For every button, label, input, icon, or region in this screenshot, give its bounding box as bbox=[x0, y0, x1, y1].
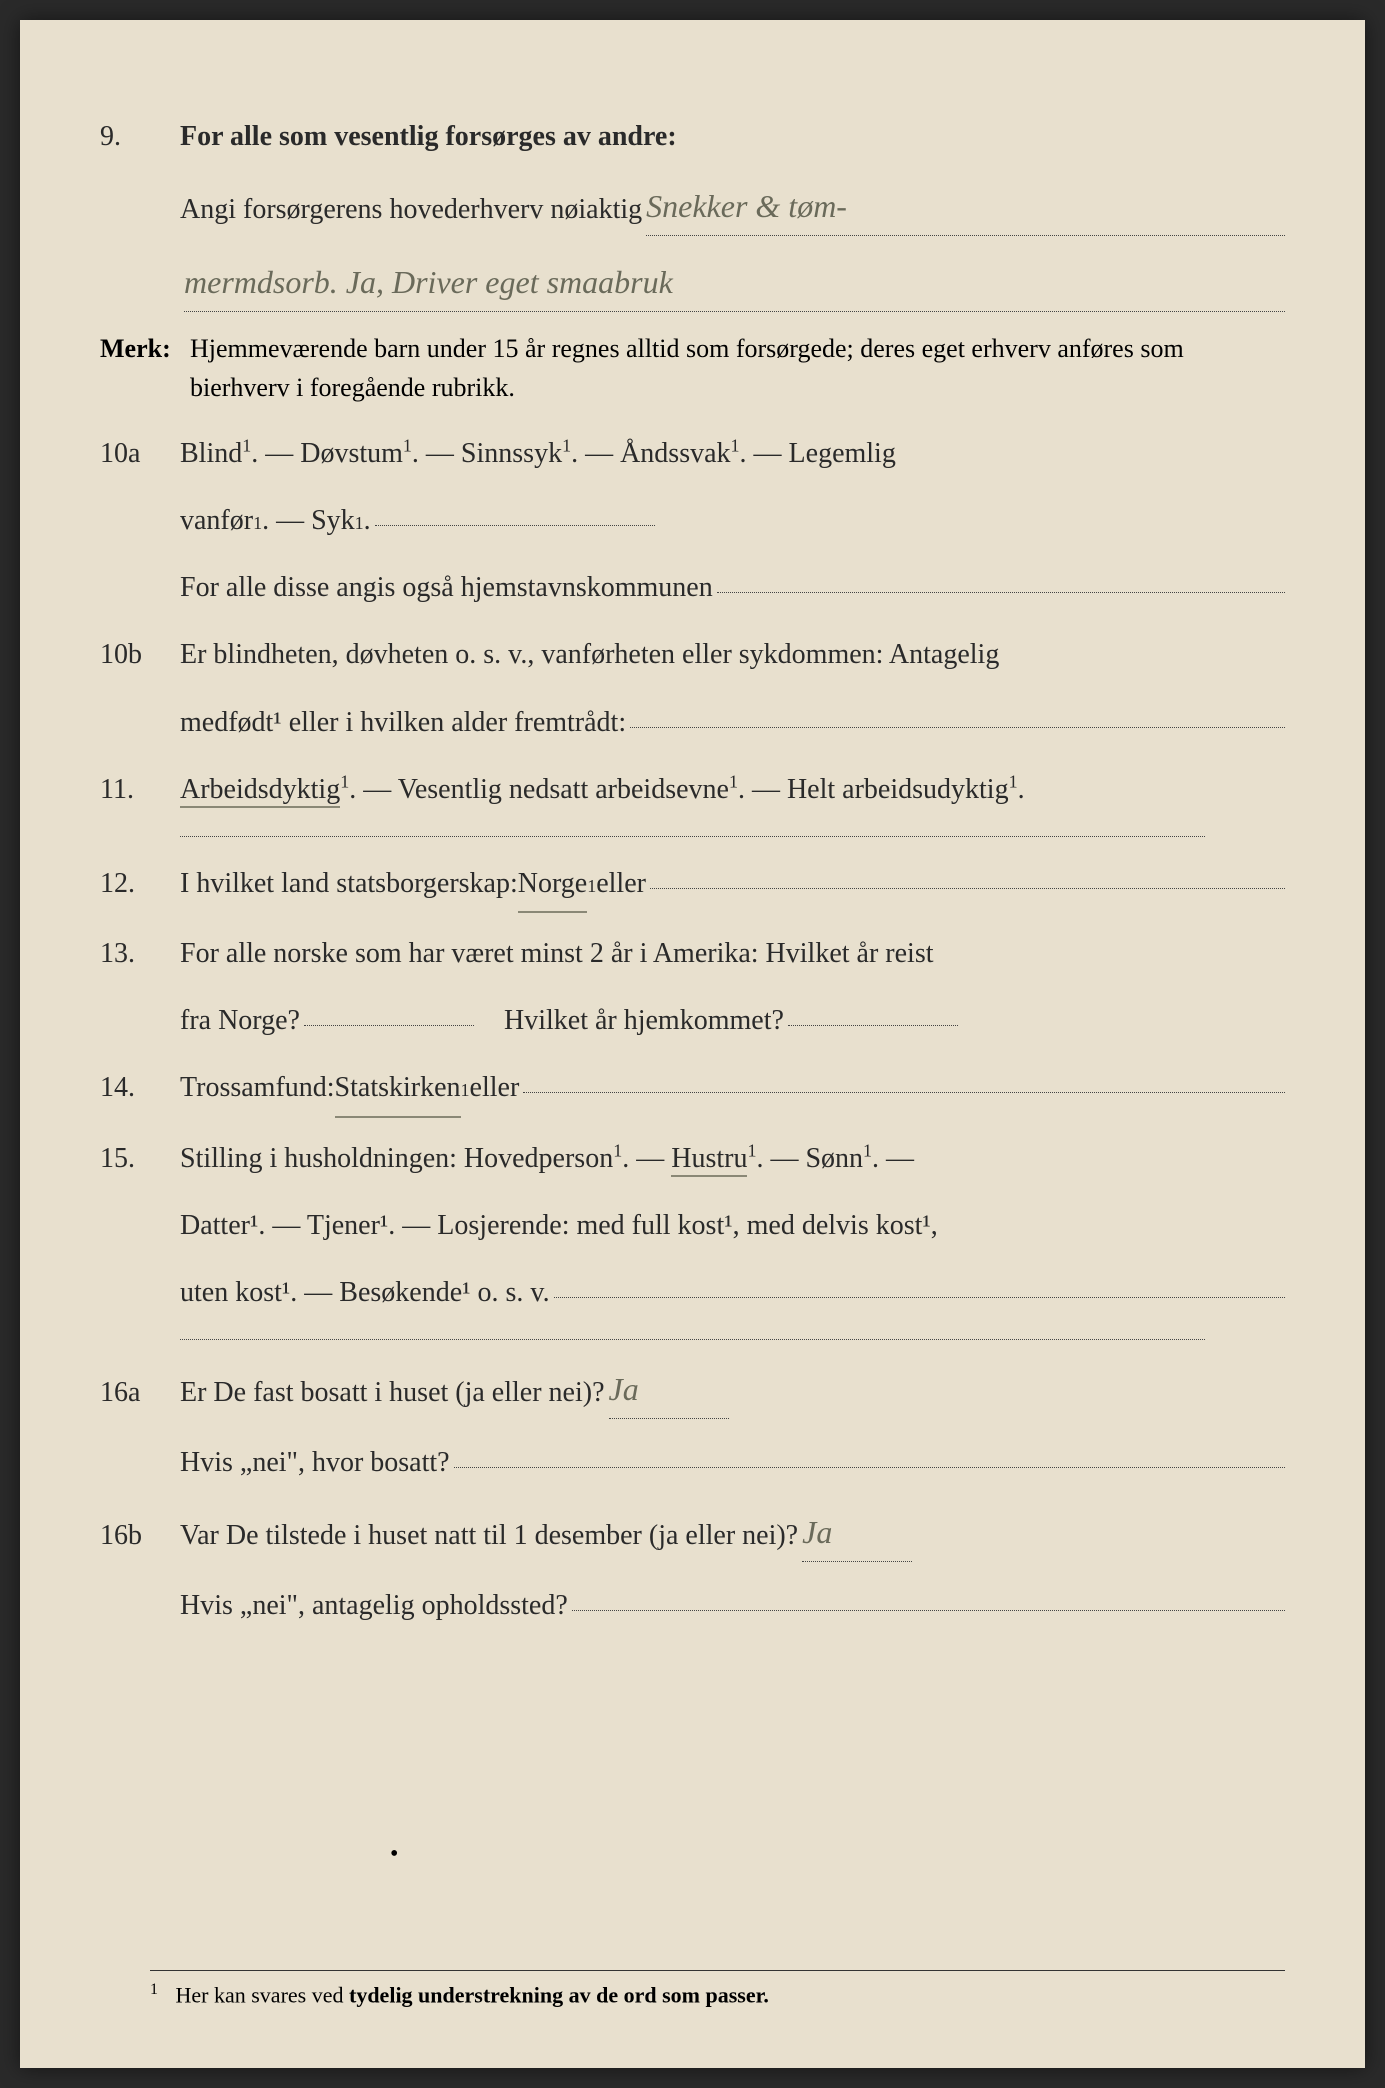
q16b-handwriting: Ja bbox=[802, 1514, 832, 1550]
merk-label: Merk: bbox=[100, 329, 190, 368]
q10b-line1: Er blindheten, døvheten o. s. v., vanfør… bbox=[180, 628, 1285, 681]
q16a-line2: Hvis „nei", hvor bosatt? bbox=[100, 1436, 1285, 1489]
q9-hand-row: mermdsorb. Ja, Driver eget smaabruk bbox=[100, 253, 1285, 315]
footnote: 1 Her kan svares ved tydelig understrekn… bbox=[150, 1970, 1285, 2008]
q9-sub: Angi forsørgerens hovederhverv nøiaktig … bbox=[100, 177, 1285, 239]
q10b-line2: medfødt¹ eller i hvilken alder fremtrådt… bbox=[100, 696, 1285, 749]
q12-number: 12. bbox=[100, 857, 180, 910]
question-14: 14. Trossamfund: Statskirken1 eller bbox=[100, 1061, 1285, 1117]
ink-dot: • bbox=[390, 1841, 398, 1868]
question-9: 9. For alle som vesentlig forsørges av a… bbox=[100, 110, 1285, 163]
question-12: 12. I hvilket land statsborgerskap: Norg… bbox=[100, 857, 1285, 913]
merk-text: Hjemmeværende barn under 15 år regnes al… bbox=[190, 329, 1285, 407]
q15-line2: Datter¹. — Tjener¹. — Losjerende: med fu… bbox=[100, 1199, 1285, 1252]
q16b-line2: Hvis „nei", antagelig opholdssted? bbox=[100, 1579, 1285, 1632]
q12-norge: Norge bbox=[518, 857, 587, 913]
question-13: 13. For alle norske som har været minst … bbox=[100, 927, 1285, 980]
merk-note: Merk: Hjemmeværende barn under 15 år reg… bbox=[100, 329, 1285, 407]
q9-sub-text: Angi forsørgerens hovederhverv nøiaktig bbox=[180, 183, 642, 236]
footnote-number: 1 bbox=[150, 1981, 158, 1998]
q9-title: For alle som vesentlig forsørges av andr… bbox=[180, 110, 1285, 163]
q13-number: 13. bbox=[100, 927, 180, 980]
question-10a: 10a Blind1. — Døvstum1. — Sinnssyk1. — Å… bbox=[100, 427, 1285, 480]
q16a-handwriting: Ja bbox=[609, 1371, 639, 1407]
q14-number: 14. bbox=[100, 1061, 180, 1114]
divider-2 bbox=[180, 1339, 1205, 1340]
q14-statskirken: Statskirken bbox=[335, 1061, 461, 1117]
q10a-line2: vanfør1. — Syk1. bbox=[100, 494, 1285, 547]
q13-line2: fra Norge? Hvilket år hjemkommet? bbox=[100, 994, 1285, 1047]
q15-number: 15. bbox=[100, 1132, 180, 1185]
question-15: 15. Stilling i husholdningen: Hovedperso… bbox=[100, 1132, 1285, 1185]
q16b-number: 16b bbox=[100, 1509, 180, 1562]
q10a-number: 10a bbox=[100, 427, 180, 480]
question-16b: 16b Var De tilstede i huset natt til 1 d… bbox=[100, 1503, 1285, 1565]
document-page: 9. For alle som vesentlig forsørges av a… bbox=[20, 20, 1365, 2068]
q15-line3: uten kost¹. — Besøkende¹ o. s. v. bbox=[100, 1266, 1285, 1319]
question-11: 11. Arbeidsdyktig1. — Vesentlig nedsatt … bbox=[100, 763, 1285, 816]
q16a-number: 16a bbox=[100, 1366, 180, 1419]
q10a-line3: For alle disse angis også hjemstavnskomm… bbox=[100, 561, 1285, 614]
q11-arbeidsdyktig: Arbeidsdyktig bbox=[180, 774, 340, 808]
q11-number: 11. bbox=[100, 763, 180, 816]
q9-number: 9. bbox=[100, 110, 180, 163]
q9-handwriting-2: mermdsorb. Ja, Driver eget smaabruk bbox=[184, 264, 673, 300]
divider-1 bbox=[180, 836, 1205, 837]
question-16a: 16a Er De fast bosatt i huset (ja eller … bbox=[100, 1360, 1285, 1422]
question-10b: 10b Er blindheten, døvheten o. s. v., va… bbox=[100, 628, 1285, 681]
q10a-blind: Blind bbox=[180, 438, 242, 469]
q10b-number: 10b bbox=[100, 628, 180, 681]
q13-line1: For alle norske som har været minst 2 år… bbox=[180, 927, 1285, 980]
q9-handwriting-1: Snekker & tøm- bbox=[646, 188, 847, 224]
q15-hustru: Hustru bbox=[671, 1143, 747, 1177]
